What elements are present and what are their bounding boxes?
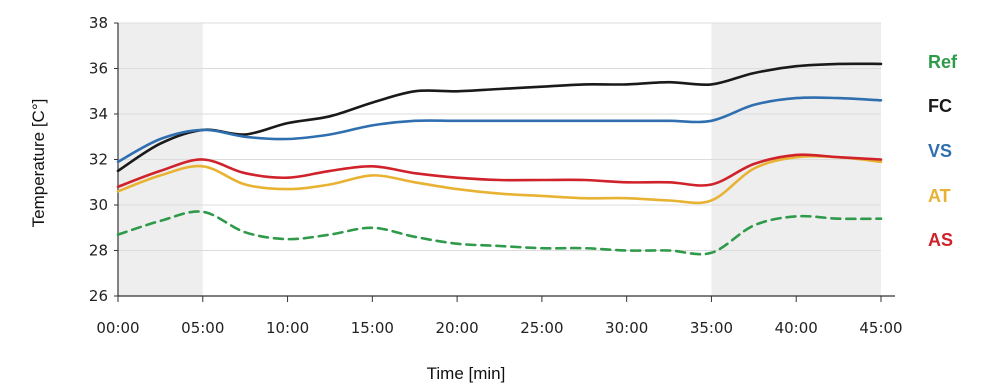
gridlines xyxy=(118,22,881,251)
x-tick-label: 35:00 xyxy=(690,319,733,337)
series-line-fc xyxy=(116,62,883,173)
series-line-as xyxy=(116,153,883,189)
legend-label-as: AS xyxy=(928,230,953,250)
series-lines xyxy=(116,62,883,256)
x-tick-label: 05:00 xyxy=(181,319,224,337)
series-line-ref xyxy=(116,210,883,256)
x-tick-label: 00:00 xyxy=(96,319,139,337)
y-tick-label: 34 xyxy=(89,105,108,123)
y-tick-label: 38 xyxy=(89,14,108,32)
x-tick-label: 40:00 xyxy=(775,319,818,337)
legend: Ref FC VS AT AS xyxy=(928,52,958,250)
series-line-at xyxy=(116,154,883,205)
series-line-vs xyxy=(116,96,883,164)
axes: 26 28 30 32 34 36 38 00:00 05:00 10:00 15:00 20:00 2… xyxy=(89,14,903,337)
y-tick-label: 32 xyxy=(89,151,108,169)
y-tick-label: 30 xyxy=(89,196,108,214)
legend-label-vs: VS xyxy=(928,141,952,161)
x-tick-label: 30:00 xyxy=(605,319,648,337)
x-tick-label: 10:00 xyxy=(266,319,309,337)
x-tick-label: 25:00 xyxy=(520,319,563,337)
x-tick-label: 20:00 xyxy=(435,319,478,337)
legend-label-at: AT xyxy=(928,186,951,206)
x-tick-label: 45:00 xyxy=(859,319,902,337)
legend-label-fc: FC xyxy=(928,96,952,116)
y-tick-label: 28 xyxy=(89,242,108,260)
legend-label-ref: Ref xyxy=(928,52,958,72)
y-tick-label: 36 xyxy=(89,60,108,78)
x-tick-label: 15:00 xyxy=(351,319,394,337)
x-axis-title: Time [min] xyxy=(427,364,506,383)
y-axis-title: Temperature [C°] xyxy=(29,99,48,228)
y-tick-label: 26 xyxy=(89,287,108,305)
